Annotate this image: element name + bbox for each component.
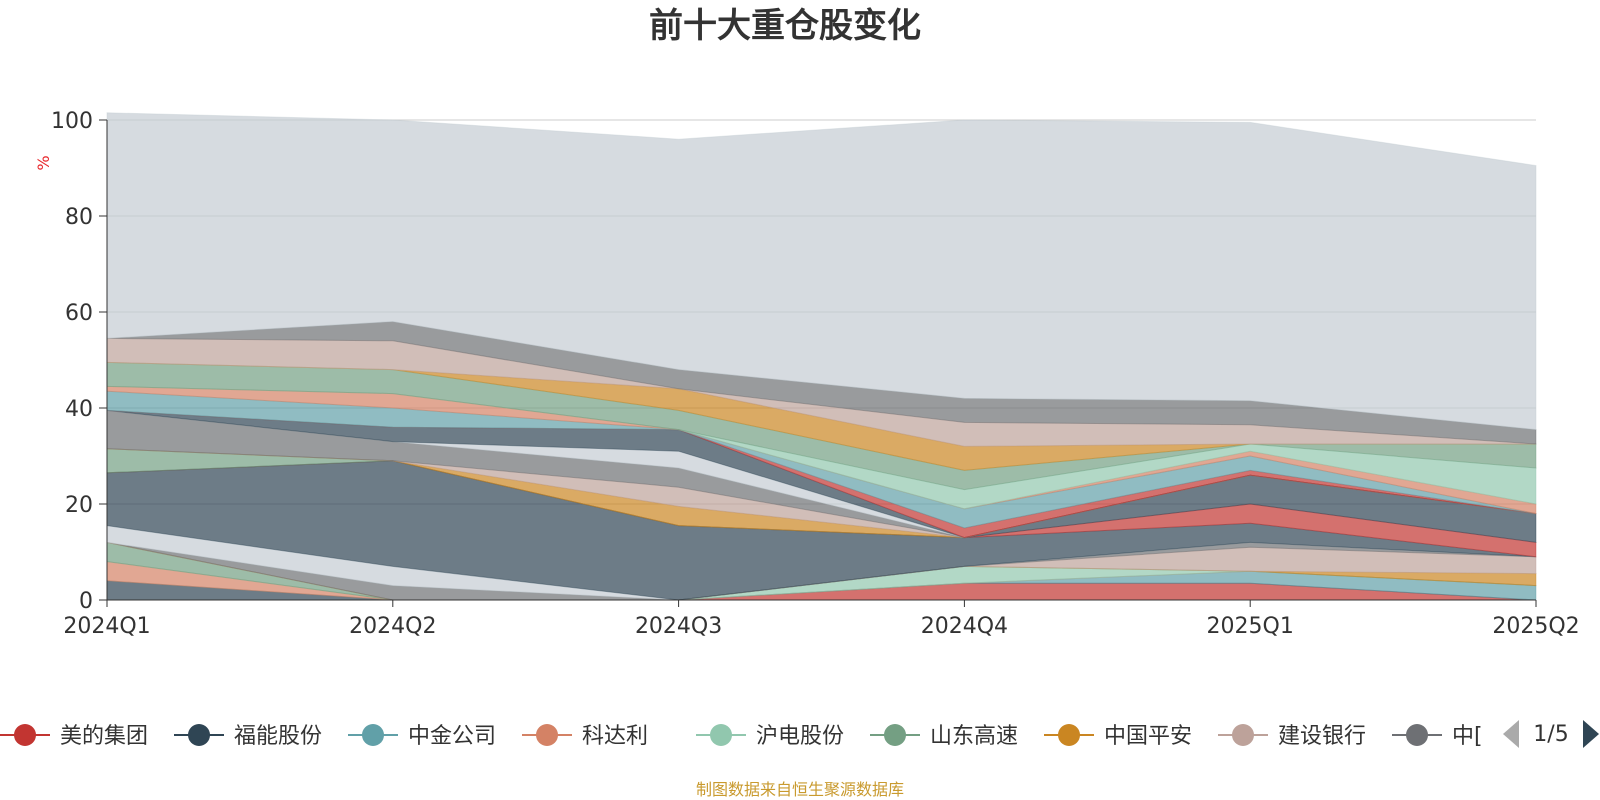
legend-label: 中金公司 (408, 724, 496, 749)
y-tick-label: 40 (65, 397, 93, 422)
legend-marker-icon (884, 724, 906, 746)
legend-item[interactable]: 福能股份 (174, 724, 322, 749)
chart-title: 前十大重仓股变化 (649, 6, 921, 46)
legend: 美的集团 福能股份 中金公司 科达利 沪电股份 山东高速 中国平安 建设银行 中[ (0, 724, 1483, 749)
y-axis-ticks: 0 20 40 60 80 100 (51, 109, 107, 614)
legend-page-indicator: 1/5 (1533, 722, 1568, 747)
x-tick-label: 2024Q1 (63, 614, 150, 639)
legend-item[interactable]: 美的集团 (0, 724, 148, 749)
legend-marker-icon (362, 724, 384, 746)
legend-marker-icon (710, 724, 732, 746)
x-tick-label: 2024Q4 (921, 614, 1008, 639)
x-tick-label: 2024Q3 (635, 614, 722, 639)
area-series-28[interactable] (106, 112, 1537, 431)
area-series-13[interactable] (106, 460, 1537, 543)
legend-item[interactable]: 沪电股份 (696, 724, 844, 749)
legend-marker-icon (14, 724, 36, 746)
legend-pager: 1/5 (1503, 720, 1599, 748)
legend-item[interactable]: 中国平安 (1044, 724, 1192, 749)
y-tick-label: 20 (65, 493, 93, 518)
x-tick-label: 2024Q2 (349, 614, 436, 639)
y-tick-label: 80 (65, 205, 93, 230)
legend-marker-icon (188, 724, 210, 746)
y-tick-label: 60 (65, 301, 93, 326)
data-source-note: 制图数据来自恒生聚源数据库 (696, 780, 904, 799)
legend-label: 沪电股份 (756, 724, 844, 749)
y-tick-label: 100 (51, 109, 93, 134)
y-axis-unit: % (34, 155, 53, 170)
y-tick-label: 0 (79, 589, 93, 614)
x-axis-ticks: 2024Q1 2024Q2 2024Q3 2024Q4 2025Q1 2025Q2 (63, 600, 1580, 639)
legend-label: 中[ (1452, 724, 1483, 749)
x-tick-label: 2025Q1 (1207, 614, 1294, 639)
legend-label: 美的集团 (60, 724, 148, 749)
legend-label: 建设银行 (1278, 724, 1366, 749)
axes (106, 120, 1536, 601)
area-series (106, 112, 1537, 601)
legend-next-arrow-icon[interactable] (1583, 720, 1599, 748)
legend-prev-arrow-icon[interactable] (1503, 720, 1519, 748)
area-series-11[interactable] (106, 460, 1537, 601)
legend-item[interactable]: 中金公司 (348, 724, 496, 749)
legend-label: 科达利 (582, 724, 648, 749)
legend-item[interactable]: 建设银行 (1218, 724, 1366, 749)
legend-marker-icon (1058, 724, 1080, 746)
legend-label: 山东高速 (930, 724, 1018, 749)
legend-marker-icon (1406, 724, 1428, 746)
legend-item[interactable]: 山东高速 (870, 724, 1018, 749)
area-series-12[interactable] (106, 460, 1537, 558)
legend-item[interactable]: 中[ (1392, 724, 1483, 749)
legend-marker-icon (536, 724, 558, 746)
legend-label: 中国平安 (1104, 724, 1192, 749)
legend-label: 福能股份 (234, 724, 322, 749)
x-tick-label: 2025Q2 (1492, 614, 1579, 639)
legend-marker-icon (1232, 724, 1254, 746)
legend-item[interactable]: 科达利 (522, 724, 648, 749)
